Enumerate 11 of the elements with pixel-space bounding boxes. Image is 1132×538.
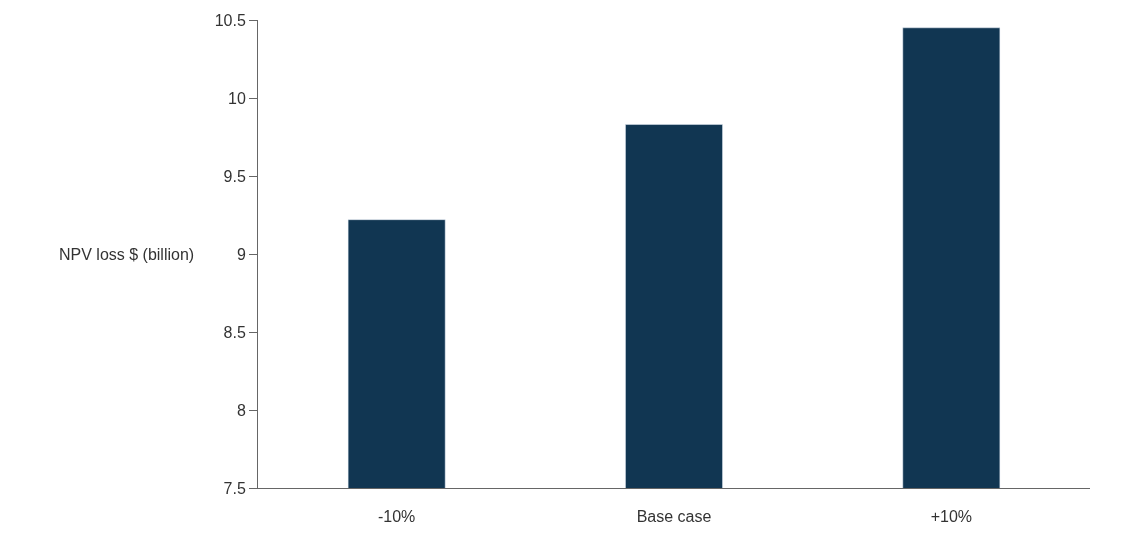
y-tick-label: 10.5 <box>214 11 246 29</box>
y-tick-label: 8.5 <box>223 323 246 341</box>
y-tick-label: 7.5 <box>223 479 246 497</box>
y-axis-title: NPV loss $ (billion) <box>59 246 195 263</box>
x-tick-label: +10% <box>930 508 973 526</box>
y-tick-label: 8 <box>236 401 246 419</box>
y-tick-label: 9 <box>236 245 246 263</box>
x-tick-label: Base case <box>636 508 712 526</box>
x-tick-label: -10% <box>377 508 416 526</box>
y-tick-label: 9.5 <box>223 167 246 185</box>
y-tick-label: 10 <box>228 89 246 107</box>
